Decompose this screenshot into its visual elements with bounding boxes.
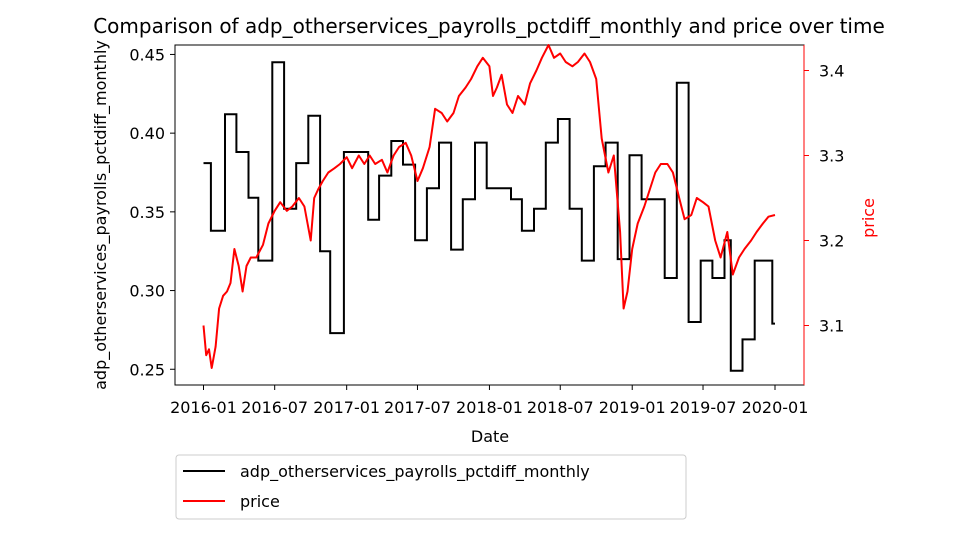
y-right-tick-label: 3.1 (819, 317, 844, 336)
x-tick-label: 2019-01 (599, 398, 666, 417)
y-left-tick-label: 0.40 (129, 124, 165, 143)
x-tick-label: 2020-01 (742, 398, 809, 417)
x-tick-label: 2017-01 (313, 398, 380, 417)
y-right-tick-label: 3.4 (819, 62, 844, 81)
y-axis-left: 0.25 0.30 0.35 0.40 0.45 (129, 45, 175, 379)
x-tick-label: 2018-01 (456, 398, 523, 417)
y-right-tick-label: 3.2 (819, 232, 844, 251)
y-left-tick-label: 0.25 (129, 360, 165, 379)
x-tick-label: 2018-07 (527, 398, 594, 417)
x-axis-label: Date (471, 427, 509, 446)
x-axis: 2016-01 2016-07 2017-01 2017-07 2018-01 2018-… (170, 384, 809, 417)
y-left-tick-label: 0.35 (129, 203, 165, 222)
x-tick-label: 2016-07 (241, 398, 308, 417)
series-path-price (202, 44, 776, 369)
legend: adp_otherservices_payrolls_pctdiff_month… (175, 454, 687, 520)
y-axis-left-label: adp_otherservices_payrolls_pctdiff_month… (91, 40, 111, 390)
chart-title: Comparison of adp_otherservices_payrolls… (93, 14, 885, 38)
x-tick-label: 2016-01 (170, 398, 237, 417)
x-tick-label: 2019-07 (670, 398, 737, 417)
legend-label-adp: adp_otherservices_payrolls_pctdiff_month… (240, 462, 590, 482)
y-axis-right-label: price (859, 198, 878, 238)
y-left-tick-label: 0.45 (129, 45, 165, 64)
y-axis-right: 3.1 3.2 3.3 3.4 (803, 45, 844, 385)
y-right-tick-label: 3.3 (819, 147, 844, 166)
x-tick-label: 2017-07 (384, 398, 451, 417)
legend-label-price: price (240, 492, 280, 511)
y-left-tick-label: 0.30 (129, 282, 165, 301)
legend-box (175, 454, 687, 520)
series-line-price (202, 44, 776, 369)
